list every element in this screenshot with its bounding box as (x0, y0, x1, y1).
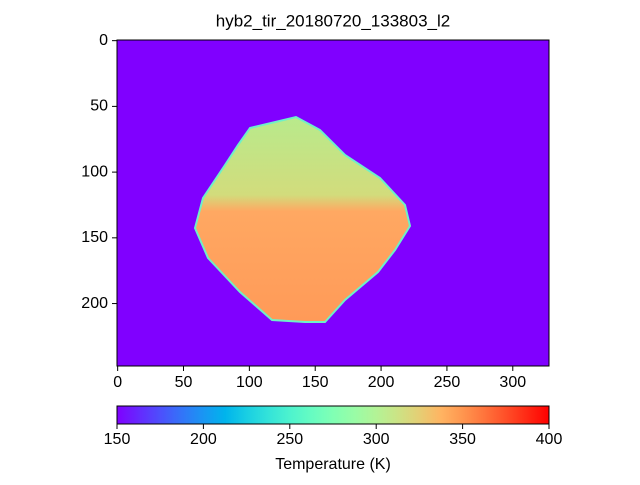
colorbar-tick-label: 150 (104, 431, 131, 448)
y-tick-label: 150 (81, 229, 108, 246)
colorbar-tick-label: 200 (190, 431, 217, 448)
x-tick-label: 150 (302, 374, 329, 391)
x-tick-label: 300 (499, 374, 526, 391)
x-tick-label: 100 (236, 374, 263, 391)
y-tick-label: 0 (99, 32, 108, 49)
x-tick-label: 50 (175, 374, 193, 391)
x-tick-label: 200 (368, 374, 395, 391)
plot-frame (116, 39, 550, 367)
x-tick-label: 0 (113, 374, 122, 391)
colorbar-label: Temperature (K) (275, 456, 391, 473)
colorbar-tick-label: 300 (363, 431, 390, 448)
colorbar-tick-label: 400 (536, 431, 563, 448)
y-tick-label: 100 (81, 163, 108, 180)
asteroid (193, 115, 412, 323)
colorbar (116, 405, 550, 425)
y-tick-label: 50 (90, 98, 108, 115)
chart-title: hyb2_tir_20180720_133803_l2 (216, 11, 450, 30)
y-tick-label: 200 (81, 295, 108, 312)
x-tick-label: 250 (434, 374, 461, 391)
colorbar-tick-label: 350 (449, 431, 476, 448)
colorbar-tick-label: 250 (276, 431, 303, 448)
